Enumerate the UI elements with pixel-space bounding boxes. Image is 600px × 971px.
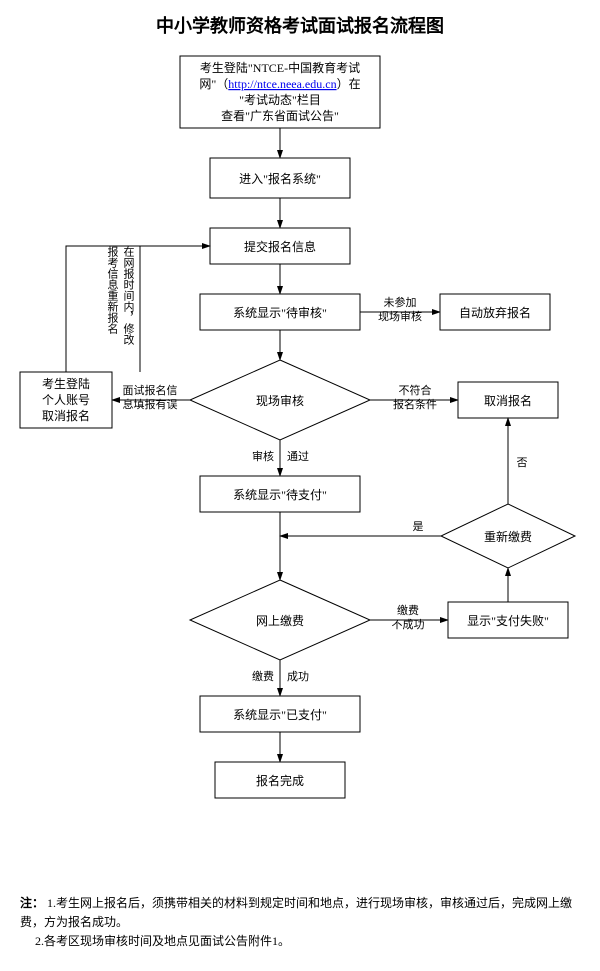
edge-loop-l1: 在网报时间内，修改 bbox=[122, 246, 135, 346]
node-onsite-review: 现场审核 bbox=[190, 360, 370, 440]
node-login-ntce: 考生登陆"NTCE-中国教育考试 网"（http://ntce.neea.edu… bbox=[180, 56, 380, 128]
node-auto-abandon: 自动放弃报名 bbox=[440, 294, 550, 330]
n4-text: 系统显示"待审核" bbox=[233, 305, 327, 320]
node-login-cancel: 考生登陆 个人账号 取消报名 bbox=[20, 372, 112, 428]
n10-text: 重新缴费 bbox=[484, 529, 532, 544]
svg-text:网"（http://ntce.neea.edu.cn）在: 网"（http://ntce.neea.edu.cn）在 bbox=[199, 77, 360, 91]
edge-n11-n12-l2: 不成功 bbox=[392, 618, 425, 631]
edge-loop-l2: 报考信息重新报名 bbox=[106, 245, 119, 334]
edge-n6-n8-l1: 面试报名信 bbox=[123, 383, 178, 397]
n9-text: 系统显示"待支付" bbox=[233, 488, 327, 502]
n11-text: 网上缴费 bbox=[256, 613, 304, 628]
node-submit-info: 提交报名信息 bbox=[210, 228, 350, 264]
edge-n11-n13-l1: 缴费 bbox=[252, 669, 274, 683]
edge-n6-n7-l1: 不符合 bbox=[399, 383, 432, 397]
page-title: 中小学教师资格考试面试报名流程图 bbox=[0, 0, 600, 46]
n1-link[interactable]: http://ntce.neea.edu.cn bbox=[228, 77, 336, 91]
notes-item1: 1.考生网上报名后，须携带相关的材料到规定时间和地点，进行现场审核，审核通过后，… bbox=[20, 896, 572, 929]
node-paid: 系统显示"已支付" bbox=[200, 696, 360, 732]
n14-text: 报名完成 bbox=[256, 773, 304, 788]
edge-n6-n9-l1: 审核 bbox=[252, 449, 274, 463]
node-online-payment: 网上缴费 bbox=[190, 580, 370, 660]
n1-line3: "考试动态"栏目 bbox=[239, 92, 321, 107]
flowchart-canvas: 考生登陆"NTCE-中国教育考试 网"（http://ntce.neea.edu… bbox=[0, 46, 600, 886]
n13-text: 系统显示"已支付" bbox=[233, 708, 327, 722]
n8-l1: 考生登陆 bbox=[42, 376, 90, 391]
n1-line2a: 网"（ bbox=[199, 77, 228, 91]
n8-l3: 取消报名 bbox=[42, 408, 90, 423]
node-payment-failed: 显示"支付失败" bbox=[448, 602, 568, 638]
n7-text: 取消报名 bbox=[484, 393, 532, 408]
n1-line1: 考生登陆"NTCE-中国教育考试 bbox=[200, 60, 360, 75]
n6-text: 现场审核 bbox=[256, 393, 304, 408]
node-enter-system: 进入"报名系统" bbox=[210, 158, 350, 198]
edge-n6-n9-l2: 通过 bbox=[287, 450, 309, 463]
edge-n11-n13-l2: 成功 bbox=[287, 670, 309, 683]
node-complete: 报名完成 bbox=[215, 762, 345, 798]
node-pending-payment: 系统显示"待支付" bbox=[200, 476, 360, 512]
n2-text: 进入"报名系统" bbox=[239, 171, 321, 186]
node-cancel-registration: 取消报名 bbox=[458, 382, 558, 418]
n8-l2: 个人账号 bbox=[42, 393, 90, 407]
node-pending-review: 系统显示"待审核" bbox=[200, 294, 360, 330]
edge-n6-n8-l2: 息填报有误 bbox=[123, 397, 178, 411]
n1-line4: 查看"广东省面试公告" bbox=[221, 108, 339, 123]
n3-text: 提交报名信息 bbox=[244, 239, 316, 254]
n5-text: 自动放弃报名 bbox=[459, 305, 531, 320]
n1-line2b: ）在 bbox=[337, 77, 361, 91]
edge-n4-n5-l1: 未参加 bbox=[384, 295, 417, 309]
edge-n6-n7-l2: 报名条件 bbox=[393, 397, 437, 411]
edge-n4-n5-l2: 现场审核 bbox=[378, 309, 422, 323]
edge-n10-no: 否 bbox=[517, 457, 528, 469]
node-retry-payment: 重新缴费 bbox=[441, 504, 575, 568]
notes-block: 注： 1.考生网上报名后，须携带相关的材料到规定时间和地点，进行现场审核，审核通… bbox=[0, 886, 600, 964]
notes-item2: 2.各考区现场审核时间及地点见面试公告附件1。 bbox=[35, 934, 290, 948]
edge-n10-yes: 是 bbox=[413, 520, 424, 533]
edge-n11-n12-l1: 缴费 bbox=[397, 603, 419, 617]
notes-lead: 注： bbox=[20, 896, 44, 910]
n12-text: 显示"支付失败" bbox=[467, 613, 549, 628]
